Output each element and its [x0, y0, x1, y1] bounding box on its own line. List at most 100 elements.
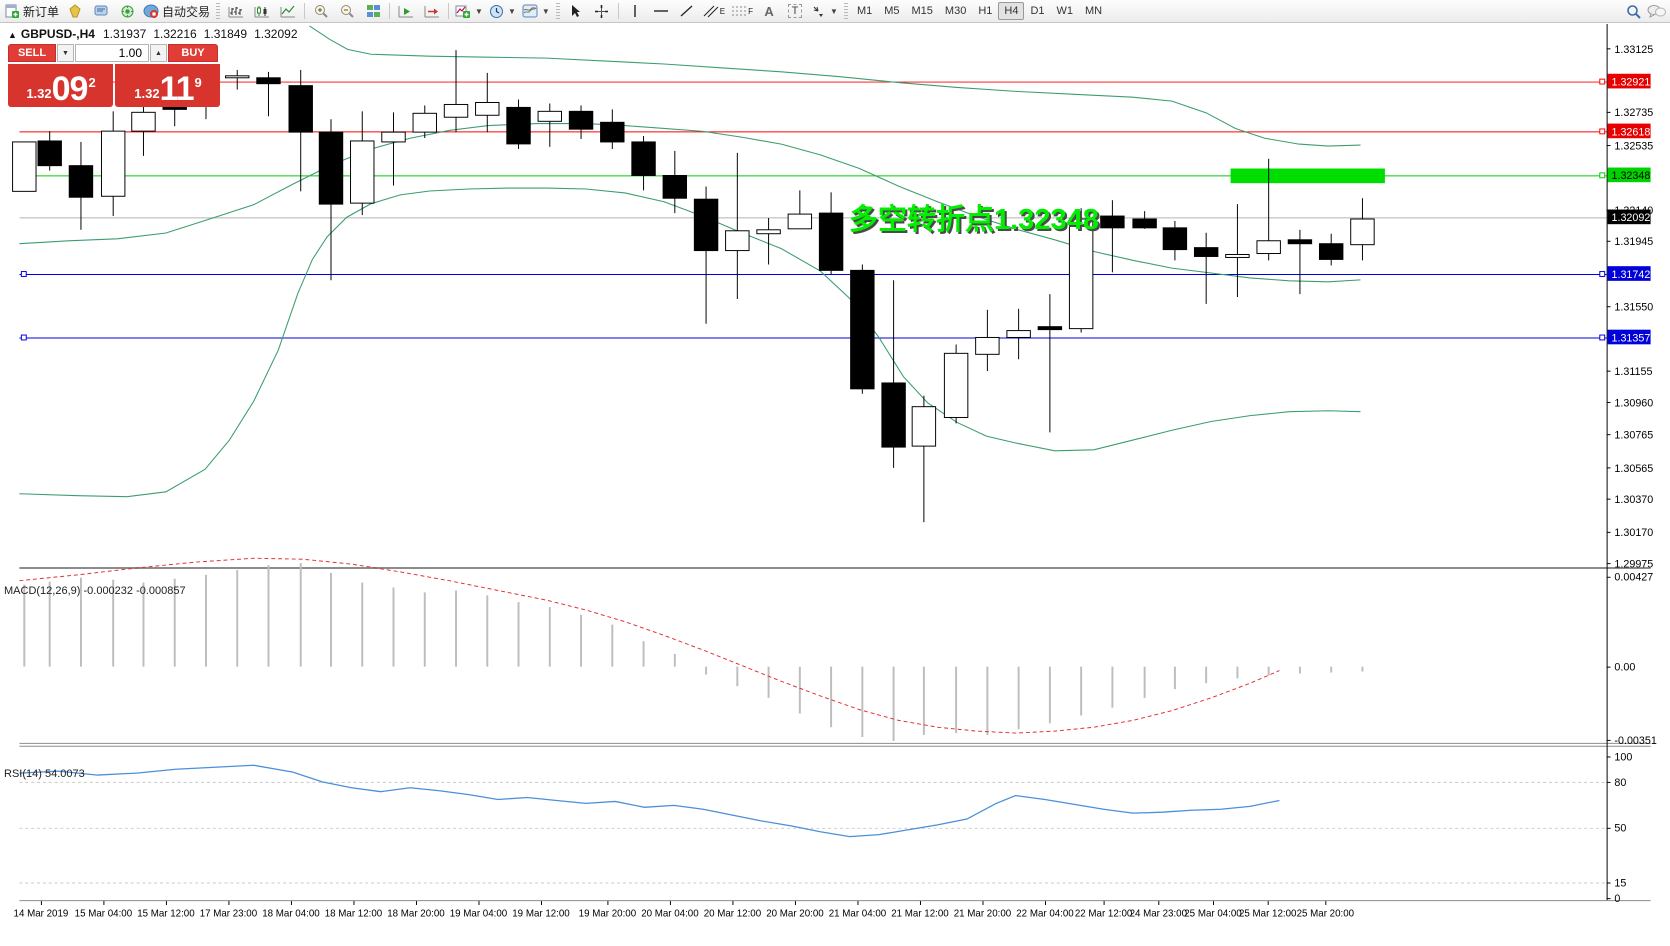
- volume-down-button[interactable]: ▼: [57, 44, 74, 62]
- chat-icon[interactable]: [1647, 4, 1666, 19]
- price-tag-label: 1.32921: [1612, 76, 1651, 88]
- candlestick-button[interactable]: [249, 1, 275, 21]
- open-value: 1.31937: [102, 27, 147, 41]
- price-tag: [1607, 266, 1651, 281]
- timeframe-m5[interactable]: M5: [884, 5, 900, 17]
- chart-annotation-text[interactable]: 多空转折点1.32348: [849, 204, 1099, 236]
- chart-shift-button[interactable]: [419, 1, 445, 21]
- bar-chart-icon: [228, 7, 244, 18]
- price-line-handle[interactable]: [1599, 271, 1606, 277]
- rsi-value: 54.0073: [44, 768, 85, 780]
- price-tick-label: 1.32535: [1614, 140, 1653, 152]
- sell-price-sup: 2: [88, 75, 96, 90]
- crosshair-tool-button[interactable]: [589, 1, 615, 21]
- search-icon[interactable]: [1626, 4, 1641, 19]
- time-axis-label: 22 Mar 04:00: [1016, 909, 1074, 920]
- text-label-tool-button[interactable]: T: [782, 1, 808, 21]
- sell-price-box[interactable]: 1.32 09 2: [8, 64, 113, 107]
- toolbar-grip: [216, 3, 221, 19]
- line-chart-button[interactable]: [275, 1, 301, 21]
- sell-button[interactable]: SELL: [8, 44, 56, 62]
- bar-chart-button[interactable]: [223, 1, 249, 21]
- text-tool-button[interactable]: A: [756, 1, 782, 21]
- volume-input[interactable]: 1.00: [75, 44, 149, 62]
- price-line-handle[interactable]: [1599, 172, 1606, 179]
- crosshair-icon: [595, 4, 609, 18]
- timeframe-h1[interactable]: H1: [978, 5, 993, 17]
- timeframe-h4[interactable]: H4: [998, 2, 1025, 20]
- price-line-handle[interactable]: [20, 271, 27, 277]
- time-axis-label: 24 Mar 23:00: [1130, 909, 1188, 920]
- time-axis-label: 15 Mar 04:00: [75, 909, 133, 920]
- market-button[interactable]: [114, 1, 140, 21]
- buy-button[interactable]: BUY: [168, 44, 218, 62]
- collapse-icon[interactable]: ▲: [8, 30, 17, 40]
- timeframe-d1[interactable]: D1: [1030, 5, 1045, 17]
- new-order-label: 新订单: [23, 4, 60, 19]
- profile-button[interactable]: [62, 1, 88, 21]
- bollinger-upper-band: [309, 25, 1361, 147]
- close-value: 1.32092: [254, 27, 298, 41]
- radar-icon: [121, 5, 134, 17]
- cursor-tool-button[interactable]: [563, 1, 589, 21]
- highlight-rectangle[interactable]: [1230, 168, 1385, 184]
- toolbar-separator: [617, 3, 619, 19]
- cursor-icon: [572, 5, 581, 17]
- macd-signal-value: -0.000857: [136, 585, 186, 597]
- candle-body: [975, 336, 1000, 355]
- arrows-tool-button[interactable]: ▼: [808, 1, 841, 21]
- price-line-handle[interactable]: [1599, 78, 1606, 85]
- price-tag: [1607, 329, 1651, 345]
- trendline-tool-button[interactable]: [674, 1, 700, 21]
- price-tick-label: 1.33125: [1614, 44, 1653, 56]
- time-axis-label: 25 Mar 20:00: [1297, 909, 1355, 920]
- horizontal-line-tool-button[interactable]: [648, 1, 674, 21]
- vertical-line-tool-button[interactable]: [622, 1, 648, 21]
- rsi-axis-label: 50: [1614, 823, 1626, 835]
- price-line-handle[interactable]: [1599, 334, 1606, 341]
- price-line-handle[interactable]: [1599, 128, 1606, 135]
- candle-body: [225, 75, 250, 79]
- indicators-button[interactable]: ▼: [452, 1, 486, 21]
- candle-body: [381, 131, 406, 143]
- timeframe-m1[interactable]: M1: [856, 5, 873, 17]
- timeframe-m30[interactable]: M30: [944, 5, 967, 17]
- toolbar: 新订单 自动交易 ▼ ▼: [0, 0, 1670, 23]
- autotrading-button[interactable]: 自动交易: [140, 1, 213, 21]
- zoom-out-button[interactable]: [334, 1, 360, 21]
- channel-tool-button[interactable]: E: [700, 1, 728, 21]
- time-axis-label: 19 Mar 20:00: [579, 909, 637, 920]
- candle-body: [693, 198, 719, 252]
- rsi-axis-label: 100: [1614, 751, 1632, 763]
- candle-body: [1350, 218, 1375, 246]
- timeframe-w1[interactable]: W1: [1056, 5, 1074, 17]
- macd-axis-label: -0.00351: [1614, 735, 1656, 747]
- zoom-in-button[interactable]: [308, 1, 334, 21]
- candle-body: [911, 406, 937, 447]
- new-order-button[interactable]: 新订单: [2, 1, 62, 21]
- templates-button[interactable]: ▼: [519, 1, 553, 21]
- timeframe-mn[interactable]: MN: [1085, 5, 1103, 17]
- metaeditor-button[interactable]: [88, 1, 114, 21]
- dropdown-arrow-icon: ▼: [541, 6, 550, 16]
- chart-background: [19, 22, 1651, 925]
- candle-body: [1162, 227, 1188, 251]
- price-tick-label: 1.30170: [1614, 527, 1653, 539]
- price-line-handle[interactable]: [20, 334, 27, 341]
- buy-price-box[interactable]: 1.32 11 9: [115, 64, 220, 107]
- metaeditor-icon: [94, 5, 108, 16]
- time-axis-label: 20 Mar 04:00: [641, 909, 699, 920]
- timeframe-m15[interactable]: M15: [911, 5, 933, 17]
- clock-icon: [489, 4, 503, 18]
- tile-windows-button[interactable]: [360, 1, 386, 21]
- time-axis-label: 25 Mar 12:00: [1239, 909, 1297, 920]
- candle-body: [12, 141, 37, 192]
- price-tag: [1607, 209, 1651, 225]
- chart-canvas[interactable]: 1.331251.327351.325351.321401.319451.315…: [0, 22, 1670, 946]
- channel-glyph: E: [719, 6, 726, 16]
- auto-scroll-button[interactable]: [393, 1, 419, 21]
- toolbar-right-group: [1626, 0, 1666, 22]
- periods-button[interactable]: ▼: [486, 1, 519, 21]
- fibonacci-tool-button[interactable]: F: [728, 1, 756, 21]
- volume-up-button[interactable]: ▲: [150, 44, 167, 62]
